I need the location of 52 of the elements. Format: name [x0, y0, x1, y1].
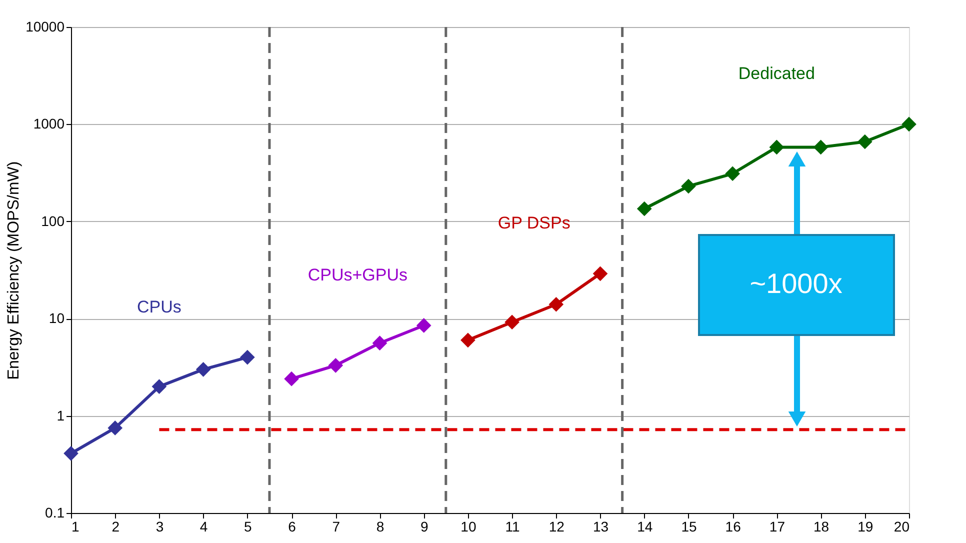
- point: [902, 116, 916, 132]
- point: [636, 201, 652, 216]
- point: [328, 358, 344, 373]
- x-tick-label: 15: [681, 518, 697, 534]
- point: [64, 446, 78, 461]
- y-tick-label: 10000: [26, 18, 65, 34]
- x-tick-label: 20: [894, 518, 910, 534]
- y-tick-label: 0.1: [45, 504, 65, 520]
- x-tick-label: 3: [156, 518, 164, 534]
- point: [681, 178, 696, 194]
- y-tick-label: 1000: [33, 116, 65, 132]
- text: CPUs+GPUs: [308, 265, 408, 284]
- x-tick-label: 4: [200, 518, 208, 534]
- point: [416, 318, 432, 333]
- x-tick-label: 16: [725, 518, 742, 534]
- text: Dedicated: [738, 64, 815, 84]
- x-tick-label: 18: [814, 518, 830, 534]
- text: GP DSPs: [498, 214, 570, 233]
- point: [460, 332, 476, 348]
- text: CPUs: [137, 297, 182, 316]
- point: [284, 371, 299, 386]
- point: [725, 166, 740, 182]
- point: [108, 420, 123, 436]
- x-tick-label: 7: [332, 518, 340, 534]
- x-tick-label: 19: [858, 518, 874, 534]
- point: [196, 362, 211, 377]
- x-tick-label: 1: [72, 518, 80, 534]
- point: [372, 336, 388, 350]
- point: [857, 134, 872, 150]
- x-tick-label: 14: [637, 518, 653, 534]
- y-tick-label: 100: [41, 212, 65, 229]
- x-tick-label: 13: [592, 518, 609, 534]
- point: [769, 140, 784, 155]
- x-tick-label: 6: [288, 518, 296, 534]
- x-tick-label: 11: [505, 518, 520, 534]
- y-axis-title: Energy Efficiency (MOPS/mW): [6, 161, 23, 380]
- annotation: ~1000x: [750, 268, 842, 299]
- x-tick-label: 9: [420, 518, 428, 534]
- point: [504, 314, 520, 330]
- x-tick-label: 5: [244, 518, 252, 534]
- x-tick-label: 2: [112, 518, 120, 534]
- point: [240, 350, 255, 365]
- x-tick-label: 10: [460, 518, 476, 534]
- point: [152, 379, 167, 394]
- x-tick-label: 17: [769, 518, 786, 534]
- point: [548, 296, 564, 312]
- x-tick-label: 8: [376, 518, 384, 534]
- x-tick-label: 12: [548, 518, 565, 534]
- y-tick-label: 1: [56, 407, 65, 424]
- y-tick-label: 10: [48, 310, 65, 326]
- point: [813, 140, 828, 155]
- point: [592, 266, 608, 282]
